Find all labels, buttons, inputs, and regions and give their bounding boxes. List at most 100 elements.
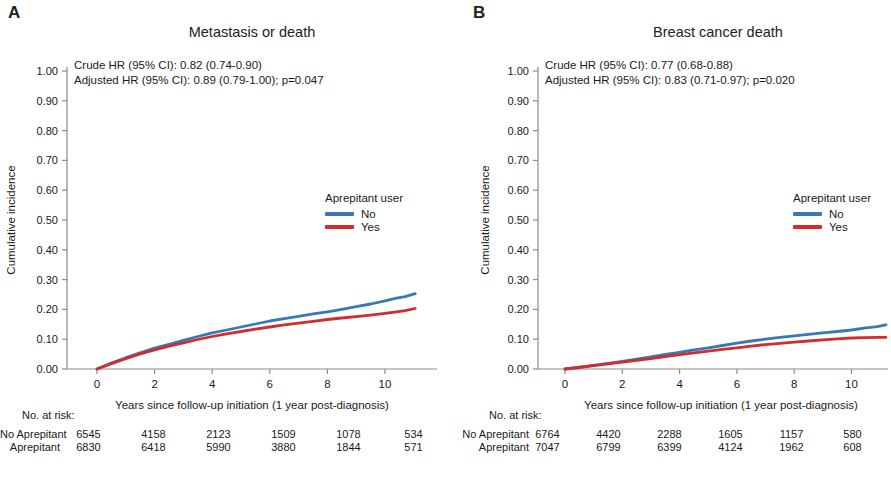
x-tick-label: 4 — [676, 378, 683, 390]
legend-a: Aprepitant user No Yes — [325, 192, 403, 233]
x-tick-label: 10 — [845, 378, 858, 390]
series-line-yes — [97, 309, 415, 370]
x-tick-label: 2 — [619, 378, 625, 390]
y-tick-label: 0.40 — [508, 244, 529, 256]
y-tick-label: 0.90 — [37, 95, 58, 107]
risk-value: 1962 — [761, 441, 822, 453]
y-tick-label: 0.10 — [508, 333, 529, 345]
risk-table-caption: No. at risk: — [489, 409, 542, 421]
risk-table-caption: No. at risk: — [22, 409, 75, 421]
y-tick-label: 1.00 — [508, 65, 529, 77]
risk-value: 4158 — [121, 428, 186, 440]
risk-value: 6545 — [56, 428, 121, 440]
risk-value: 2288 — [639, 428, 700, 440]
x-tick-label: 8 — [324, 378, 330, 390]
risk-value: 1844 — [316, 441, 381, 453]
y-tick-label: 0.00 — [37, 363, 58, 375]
risk-value: 534 — [381, 428, 446, 440]
risk-row-label: No Aprepitant — [0, 428, 60, 440]
y-axis-label: Cumulative incidence — [5, 165, 17, 274]
x-tick-label: 0 — [94, 378, 100, 390]
series-line-no — [97, 294, 415, 369]
risk-value: 2123 — [186, 428, 251, 440]
legend-item-no: No — [325, 207, 403, 220]
x-axis-label: Years since follow-up initiation (1 year… — [541, 399, 891, 411]
y-axis-label: Cumulative incidence — [479, 165, 491, 274]
risk-value: 3880 — [251, 441, 316, 453]
risk-values: 6764 4420 2288 1605 1157 580 — [517, 428, 883, 440]
legend-title: Aprepitant user — [793, 192, 871, 204]
y-tick-label: 0.50 — [37, 214, 58, 226]
risk-row-label: Aprepitant — [0, 441, 60, 453]
y-tick-label: 0.20 — [37, 303, 58, 315]
crude-hr-text: Crude HR (95% CI): 0.82 (0.74-0.90) — [74, 58, 324, 73]
risk-values: 6830 6418 5990 3880 1844 571 — [56, 441, 446, 453]
series-line-yes — [565, 337, 886, 369]
risk-value: 4124 — [700, 441, 761, 453]
y-tick-label: 0.90 — [508, 95, 529, 107]
legend-title: Aprepitant user — [325, 192, 403, 204]
blue-line-swatch — [793, 212, 822, 216]
risk-row-no-aprepitant: No Aprepitant 6764 4420 2288 1605 1157 5… — [446, 428, 891, 441]
risk-value: 6764 — [517, 428, 578, 440]
risk-row-aprepitant: Aprepitant 6830 6418 5990 3880 1844 571 — [0, 441, 446, 454]
x-tick-label: 0 — [562, 378, 568, 390]
x-axis-label: Years since follow-up initiation (1 year… — [72, 399, 432, 411]
legend-label-no: No — [361, 208, 376, 220]
adjusted-hr-text: Adjusted HR (95% CI): 0.89 (0.79-1.00); … — [74, 73, 324, 88]
risk-value: 7047 — [517, 441, 578, 453]
hr-annotation-b: Crude HR (95% CI): 0.77 (0.68-0.88) Adju… — [545, 58, 795, 88]
risk-value: 5990 — [186, 441, 251, 453]
y-tick-label: 0.40 — [37, 244, 58, 256]
y-tick-label: 0.60 — [508, 184, 529, 196]
y-tick-label: 0.70 — [508, 154, 529, 166]
risk-values: 6545 4158 2123 1509 1078 534 — [56, 428, 446, 440]
x-tick-label: 2 — [151, 378, 157, 390]
y-tick-label: 0.30 — [37, 274, 58, 286]
x-tick-label: 8 — [791, 378, 797, 390]
risk-value: 6418 — [121, 441, 186, 453]
red-line-swatch — [793, 225, 822, 229]
x-tick-label: 6 — [267, 378, 273, 390]
adjusted-hr-text: Adjusted HR (95% CI): 0.83 (0.71-0.97); … — [545, 73, 795, 88]
risk-value: 4420 — [578, 428, 639, 440]
y-tick-label: 0.50 — [508, 214, 529, 226]
panel-a: A Metastasis or death 0.000.100.200.300.… — [0, 0, 446, 479]
y-tick-label: 0.80 — [37, 125, 58, 137]
risk-value: 6830 — [56, 441, 121, 453]
panel-b: B Breast cancer death 0.000.100.200.300.… — [446, 0, 891, 479]
x-tick-label: 4 — [209, 378, 216, 390]
figure: A Metastasis or death 0.000.100.200.300.… — [0, 0, 891, 479]
red-line-swatch — [325, 225, 354, 229]
risk-value: 608 — [822, 441, 883, 453]
legend-label-yes: Yes — [829, 221, 848, 233]
risk-value: 1157 — [761, 428, 822, 440]
crude-hr-text: Crude HR (95% CI): 0.77 (0.68-0.88) — [545, 58, 795, 73]
risk-value: 1078 — [316, 428, 381, 440]
y-tick-label: 0.00 — [508, 363, 529, 375]
x-tick-label: 10 — [379, 378, 392, 390]
legend-label-yes: Yes — [361, 221, 380, 233]
risk-values: 7047 6799 6399 4124 1962 608 — [517, 441, 883, 453]
y-tick-label: 0.20 — [508, 303, 529, 315]
hr-annotation-a: Crude HR (95% CI): 0.82 (0.74-0.90) Adju… — [74, 58, 324, 88]
y-tick-label: 0.30 — [508, 274, 529, 286]
risk-row-aprepitant: Aprepitant 7047 6799 6399 4124 1962 608 — [446, 441, 891, 454]
y-tick-label: 0.60 — [37, 184, 58, 196]
risk-value: 1509 — [251, 428, 316, 440]
blue-line-swatch — [325, 212, 354, 216]
x-tick-label: 6 — [734, 378, 740, 390]
risk-row-no-aprepitant: No Aprepitant 6545 4158 2123 1509 1078 5… — [0, 428, 446, 441]
y-tick-label: 0.80 — [508, 125, 529, 137]
legend-label-no: No — [829, 208, 844, 220]
risk-value: 571 — [381, 441, 446, 453]
risk-value: 6799 — [578, 441, 639, 453]
legend-item-no: No — [793, 207, 871, 220]
legend-b: Aprepitant user No Yes — [793, 192, 871, 233]
y-tick-label: 1.00 — [37, 65, 58, 77]
y-tick-label: 0.10 — [37, 333, 58, 345]
risk-value: 1605 — [700, 428, 761, 440]
y-tick-label: 0.70 — [37, 154, 58, 166]
risk-value: 580 — [822, 428, 883, 440]
risk-value: 6399 — [639, 441, 700, 453]
